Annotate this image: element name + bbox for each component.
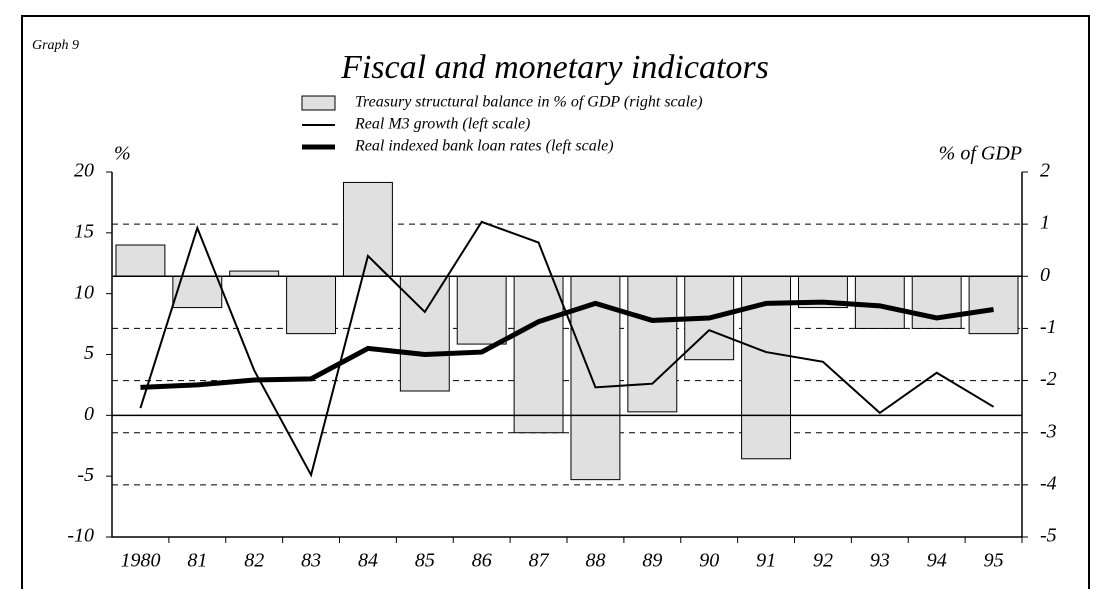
frame — [21, 15, 1090, 589]
y2-tick-label: -2 — [1040, 368, 1057, 390]
x-tick-label: 94 — [927, 550, 947, 572]
line — [140, 299, 994, 390]
y2-tick-label: -1 — [1040, 316, 1057, 338]
x-tick-label: 90 — [699, 550, 719, 572]
bar — [229, 270, 280, 277]
y2-tick-label: -4 — [1040, 472, 1057, 494]
legend-label: Real M3 growth (left scale) — [354, 116, 530, 133]
x-tick-label: 95 — [984, 550, 1004, 572]
legend-swatch — [301, 95, 336, 111]
bar — [911, 275, 962, 329]
x-tick-label: 91 — [756, 550, 776, 572]
legend-label: Treasury structural balance in % of GDP … — [355, 94, 703, 111]
bar — [286, 275, 337, 335]
y-tick-label: 0 — [84, 403, 94, 425]
x-tick-label: 1980 — [120, 550, 160, 572]
x-tick-label: 85 — [415, 550, 435, 572]
x-tick-label: 88 — [585, 550, 605, 572]
x-tick-label: 89 — [642, 550, 662, 572]
bar — [399, 275, 450, 392]
y-tick-label: -10 — [67, 525, 94, 547]
y2-tick-label: 1 — [1040, 212, 1050, 234]
bar — [513, 275, 564, 434]
y2-tick-label: 0 — [1040, 264, 1050, 286]
y-tick-label: 20 — [74, 160, 94, 182]
bar — [115, 244, 166, 277]
y-tick-label: -5 — [77, 464, 94, 486]
graph-label: Graph 9 — [32, 38, 79, 53]
x-tick-label: 87 — [529, 550, 550, 572]
bar — [456, 275, 507, 345]
y-axis-label: % — [114, 143, 131, 165]
y-tick-label: 5 — [84, 342, 94, 364]
x-tick-label: 86 — [472, 550, 492, 572]
bar — [342, 181, 393, 277]
bar — [627, 275, 678, 413]
y-tick-label: 10 — [74, 281, 94, 303]
y2-tick-label: -3 — [1040, 420, 1057, 442]
x-tick-label: 84 — [358, 550, 378, 572]
legend-label: Real indexed bank loan rates (left scale… — [354, 138, 614, 155]
chart-title: Fiscal and monetary indicators — [340, 49, 769, 86]
x-tick-label: 82 — [244, 550, 264, 572]
x-tick-label: 81 — [187, 550, 207, 572]
x-tick-label: 93 — [870, 550, 890, 572]
bar — [968, 275, 1019, 335]
y2-tick-label: 2 — [1040, 160, 1050, 182]
x-tick-label: 83 — [301, 550, 321, 572]
y2-tick-label: -5 — [1040, 525, 1057, 547]
y2-axis-label: % of GDP — [939, 143, 1022, 165]
x-tick-label: 92 — [813, 550, 833, 572]
y-tick-label: 15 — [74, 220, 94, 242]
